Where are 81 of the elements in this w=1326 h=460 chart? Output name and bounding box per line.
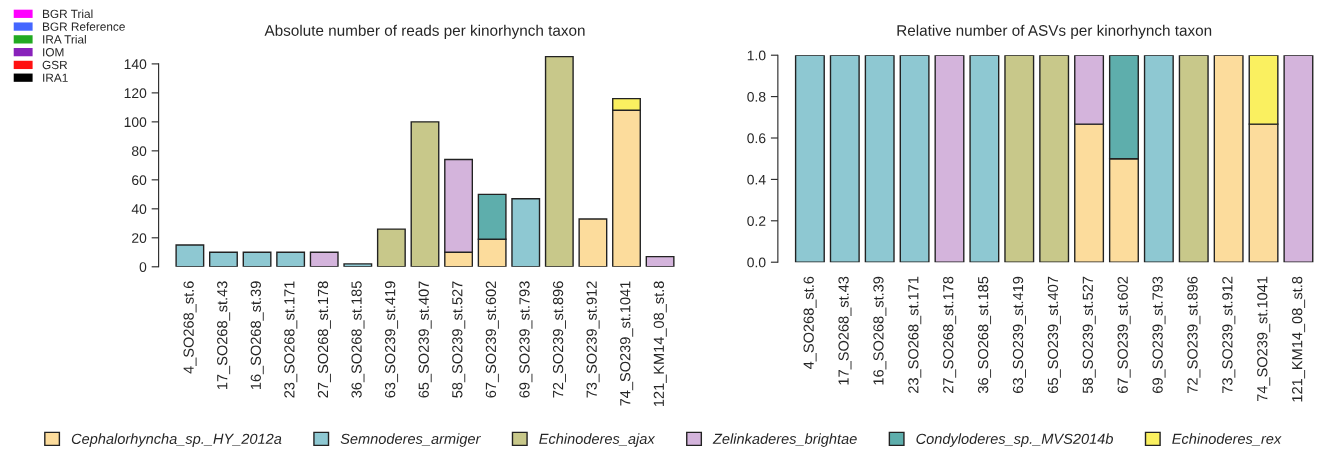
y-tick-label: 1.0 — [747, 50, 766, 61]
category-label: GSR — [42, 60, 68, 70]
category-label: BGR Trial — [43, 9, 93, 19]
x-tick-label: 73_SO239_st.912 — [586, 281, 600, 398]
category-label: IRA Trial — [43, 34, 86, 44]
category-label: IRA1 — [43, 73, 68, 82]
x-tick-label: 65_SO239_st.407 — [418, 281, 432, 398]
y-tick-label: 60 — [132, 175, 147, 186]
y-tick-label: 140 — [124, 59, 147, 70]
y-tick-label: 0.8 — [747, 91, 766, 102]
bar — [544, 55, 574, 267]
bar — [242, 251, 272, 267]
bar — [645, 255, 675, 267]
y-tick-label: 0 — [139, 262, 147, 272]
x-tick-label: 27_SO268_st.178 — [317, 281, 331, 398]
chart-title: Absolute number of reads per kinorhynch taxon — [264, 24, 585, 39]
x-tick-label: 58_SO239_st.527 — [1082, 276, 1096, 394]
bar — [511, 197, 541, 267]
bar — [1283, 55, 1314, 263]
y-tick-label: 80 — [131, 146, 147, 157]
y-tick-label: 20 — [132, 233, 147, 243]
x-tick-label: 65_SO239_st.407 — [1047, 276, 1061, 393]
bar — [410, 121, 440, 267]
x-tick-label: 16_SO268_st.39 — [250, 281, 264, 390]
x-tick-label: 72_SO239_st.896 — [1187, 276, 1201, 393]
x-tick-label: 63_SO239_st.419 — [1012, 276, 1026, 393]
bar — [175, 244, 205, 267]
y-tick-label: 0.6 — [747, 133, 766, 144]
x-tick-label: 121_KM14_08_st.8 — [653, 281, 667, 407]
y-tick-label: 100 — [124, 117, 147, 128]
category-label: IOM — [43, 48, 64, 57]
x-tick-label: 74_SO239_st.1041 — [1257, 276, 1271, 402]
bar — [276, 251, 306, 267]
legend-label: Semnoderes_armiger — [340, 433, 481, 447]
legend-label: Cephalorhyncha_sp._HY_2012a — [71, 433, 282, 447]
legend-label: Echinoderes_ajax — [539, 433, 656, 447]
x-tick-label: 73_SO239_st.912 — [1222, 276, 1236, 393]
x-tick-label: 17_SO268_st.43 — [838, 276, 852, 385]
y-tick-label: 120 — [124, 88, 147, 99]
bar — [1143, 55, 1174, 263]
bar — [309, 251, 339, 267]
x-tick-label: 72_SO239_st.896 — [552, 281, 566, 398]
x-tick-label: 23_SO268_st.171 — [284, 281, 298, 398]
legend-label: Echinoderes_rex — [1172, 433, 1282, 446]
bar — [934, 55, 965, 263]
y-tick-label: 0.4 — [747, 174, 766, 185]
category-label: BGR Reference — [43, 22, 125, 31]
bar — [1004, 55, 1035, 263]
legend-label: Zelinkaderes_brightae — [712, 433, 857, 447]
x-tick-label: 36_SO268_st.185 — [977, 276, 992, 394]
x-tick-label: 63_SO239_st.419 — [384, 281, 399, 398]
x-tick-label: 4_SO268_st.6 — [183, 281, 197, 374]
bar — [1213, 55, 1244, 263]
x-tick-label: 17_SO268_st.43 — [217, 281, 231, 390]
x-tick-label: 23_SO268_st.171 — [908, 276, 922, 393]
bar — [864, 55, 895, 263]
chart-title: Relative number of ASVs per kinorhynch taxon — [897, 24, 1212, 39]
bar — [1039, 55, 1070, 263]
x-tick-label: 4_SO268_st.6 — [803, 276, 817, 369]
bar — [794, 55, 825, 263]
x-tick-label: 67_SO239_st.602 — [485, 281, 499, 398]
bar — [209, 251, 238, 267]
bar — [1178, 55, 1209, 263]
bar — [829, 55, 860, 263]
x-tick-label: 67_SO239_st.602 — [1117, 276, 1131, 393]
x-tick-label: 36_SO268_st.185 — [351, 281, 365, 398]
x-tick-label: 58_SO239_st.527 — [452, 281, 466, 398]
y-tick-label: 0.0 — [747, 257, 766, 268]
x-tick-label: 27_SO268_st.178 — [943, 276, 957, 393]
x-tick-label: 16_SO268_st.39 — [873, 276, 887, 385]
x-tick-label: 74_SO239_st.1041 — [620, 281, 634, 406]
y-tick-label: 0.2 — [747, 216, 766, 226]
bar — [969, 55, 1000, 263]
bar — [899, 55, 930, 263]
y-tick-label: 40 — [131, 204, 147, 214]
bar — [578, 218, 608, 267]
x-tick-label: 69_SO239_st.793 — [519, 281, 533, 398]
bar — [376, 228, 406, 267]
legend-label: Condyloderes_sp._MVS2014b — [916, 433, 1113, 447]
x-tick-label: 121_KM14_08_st.8 — [1292, 276, 1306, 402]
x-tick-label: 69_SO239_st.793 — [1152, 276, 1166, 393]
